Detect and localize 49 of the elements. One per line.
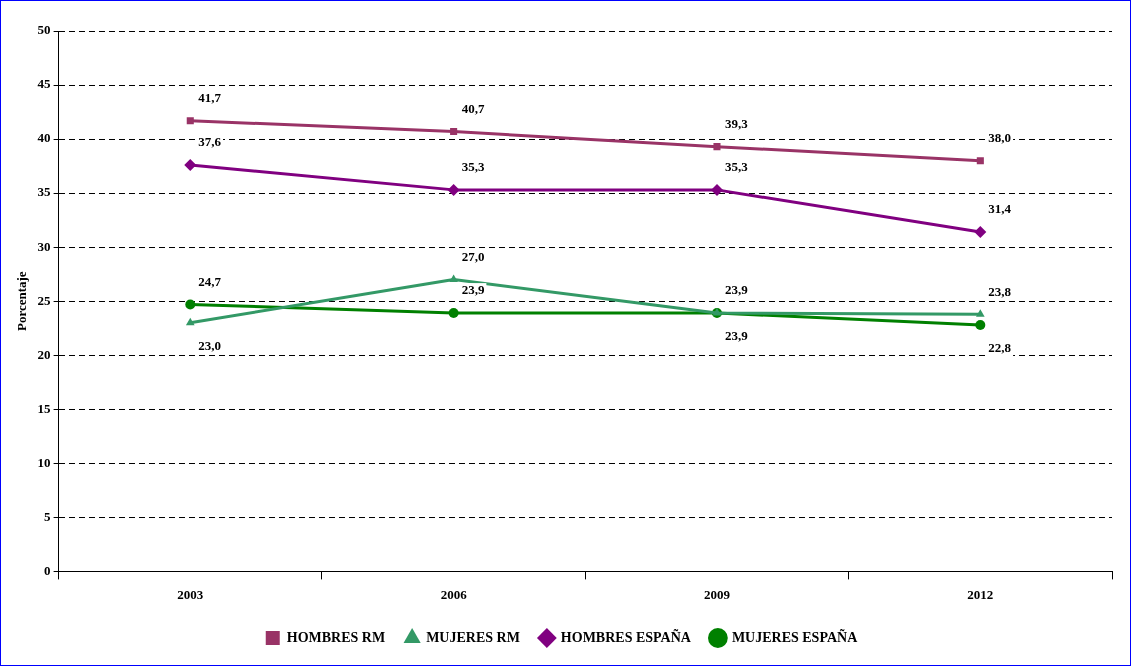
point bbox=[974, 226, 987, 239]
data-label: 23,9 bbox=[724, 282, 749, 298]
point bbox=[447, 183, 460, 196]
point bbox=[184, 159, 197, 172]
y-tick-label: 0 bbox=[44, 562, 51, 578]
legend-label: MUJERES ESPAÑA bbox=[731, 627, 859, 645]
y-tick-label: 35 bbox=[37, 184, 52, 200]
y-tick-label: 15 bbox=[37, 400, 52, 416]
data-label: 39,3 bbox=[724, 116, 749, 131]
data-label: 35,3 bbox=[724, 159, 749, 175]
point bbox=[713, 143, 721, 151]
point bbox=[448, 308, 459, 319]
data-label: 23,0 bbox=[198, 338, 222, 354]
y-axis-title: Porcentaje bbox=[14, 271, 30, 332]
data-label: 41,7 bbox=[198, 90, 222, 106]
point bbox=[185, 317, 195, 326]
legend-label: HOMBRES ESPAÑA bbox=[560, 627, 692, 645]
point bbox=[186, 117, 194, 125]
point bbox=[185, 299, 196, 310]
point bbox=[976, 309, 985, 317]
data-label: 23,9 bbox=[724, 328, 749, 344]
data-label: 40,7 bbox=[461, 100, 485, 116]
y-tick-label: 10 bbox=[37, 454, 51, 470]
x-tick-label: 2009 bbox=[703, 586, 731, 602]
legend-label: HOMBRES RM bbox=[286, 629, 386, 645]
data-label: 27,0 bbox=[461, 248, 485, 264]
data-label: 35,3 bbox=[461, 159, 485, 175]
x-tick-label: 2006 bbox=[440, 586, 468, 602]
point bbox=[975, 319, 986, 330]
data-label: 37,6 bbox=[198, 134, 222, 150]
data-label: 24,7 bbox=[198, 273, 222, 289]
data-label: 23,9 bbox=[461, 282, 485, 298]
point bbox=[449, 274, 458, 283]
x-tick-label: 2012 bbox=[967, 586, 994, 602]
y-tick-label: 30 bbox=[37, 238, 51, 254]
legend-label: MUJERES RM bbox=[426, 629, 520, 645]
point bbox=[450, 127, 458, 136]
data-label: 31,4 bbox=[988, 201, 1012, 217]
y-tick-label: 5 bbox=[44, 508, 52, 524]
y-tick-label: 25 bbox=[37, 292, 52, 308]
y-tick-label: 45 bbox=[37, 76, 52, 92]
y-tick-label: 40 bbox=[37, 130, 51, 146]
data-label: 38,0 bbox=[988, 130, 1012, 146]
point bbox=[976, 157, 984, 165]
x-tick-label: 2003 bbox=[177, 586, 204, 602]
data-label: 22,8 bbox=[988, 340, 1012, 356]
y-tick-label: 20 bbox=[37, 346, 51, 362]
data-label: 23,8 bbox=[988, 283, 1012, 299]
y-tick-label: 50 bbox=[37, 22, 51, 38]
